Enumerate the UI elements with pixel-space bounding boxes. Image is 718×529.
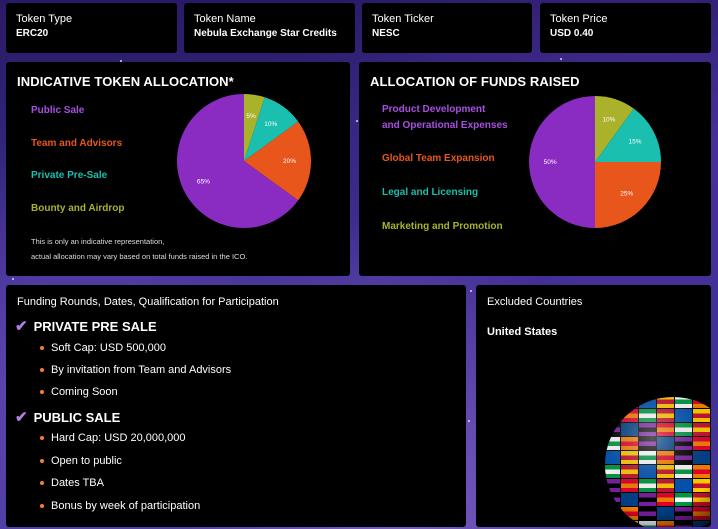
funds-allocation-panel: ALLOCATION OF FUNDS RAISED Product Devel…	[359, 62, 711, 276]
pie-slice-team-and-advisors	[244, 121, 311, 201]
bullet-dot-icon	[40, 390, 44, 394]
token-price-label: Token Price	[550, 13, 608, 25]
excluded-countries-panel: Excluded Countries United States	[476, 285, 711, 527]
token-allocation-pie: 5% 10% 20% 65%	[176, 94, 311, 228]
token-ticker-label: Token Ticker	[372, 13, 434, 25]
check-icon: ✔	[15, 409, 28, 426]
pie-data-label: 15%	[628, 139, 641, 146]
legend-team-advisors: Team and Advisors	[31, 138, 123, 149]
bullet-dot-icon	[40, 459, 44, 463]
list-item: Soft Cap: USD 500,000	[40, 342, 166, 354]
token-name-card: Token Name Nebula Exchange Star Credits	[184, 3, 355, 53]
pie-data-label: 10%	[264, 121, 277, 128]
excluded-country-value: United States	[487, 326, 558, 338]
legend-product-development: Product Development and Operational Expe…	[382, 102, 508, 134]
token-type-label: Token Type	[16, 13, 73, 25]
legend-legal-licensing: Legal and Licensing	[382, 187, 479, 198]
legend-product-development-line1: Product Development	[382, 104, 486, 115]
pie-slice-private-pre-sale	[244, 97, 299, 161]
token-price-value: USD 0.40	[550, 28, 594, 39]
pie-data-label: 25%	[620, 191, 633, 198]
bullet-dot-icon	[40, 346, 44, 350]
bullet-dot-icon	[40, 368, 44, 372]
check-icon: ✔	[15, 318, 28, 335]
pie-data-label: 50%	[544, 159, 557, 166]
list-item-text: Hard Cap: USD 20,000,000	[51, 432, 186, 444]
flag-globe-icon	[605, 397, 711, 527]
list-item-text: Coming Soon	[51, 386, 118, 398]
list-item-text: Dates TBA	[51, 477, 104, 489]
token-type-value: ERC20	[16, 28, 49, 39]
list-item: Open to public	[40, 455, 122, 467]
pie-slice-public-sale	[176, 94, 299, 228]
token-type-card: Token Type ERC20	[6, 3, 177, 53]
bullet-dot-icon	[40, 504, 44, 508]
pie-data-label: 5%	[246, 113, 256, 120]
pie-slice-marketing-and-promotion	[595, 96, 634, 162]
legend-public-sale: Public Sale	[31, 105, 85, 116]
pie-data-label: 10%	[602, 116, 615, 123]
pie-slice-global-team-expansion	[595, 162, 661, 228]
pie-slice-legal-and-licensing	[595, 108, 661, 162]
list-item: Bonus by week of participation	[40, 500, 200, 512]
public-sale-label: PUBLIC SALE	[33, 409, 121, 425]
legend-private-pre-sale: Private Pre-Sale	[31, 170, 108, 181]
token-price-card: Token Price USD 0.40	[540, 3, 711, 53]
legend-product-development-line2: and Operational Expenses	[382, 120, 508, 131]
token-allocation-title: INDICATIVE TOKEN ALLOCATION*	[17, 74, 234, 89]
legend-global-team-expansion: Global Team Expansion	[382, 153, 495, 164]
pie-slice-product-development-and-operational-expenses	[529, 96, 595, 228]
list-item: Hard Cap: USD 20,000,000	[40, 432, 186, 444]
token-allocation-panel: INDICATIVE TOKEN ALLOCATION* Public Sale…	[6, 62, 350, 276]
funds-allocation-title: ALLOCATION OF FUNDS RAISED	[370, 74, 580, 89]
allocation-note-line2: actual allocation may vary based on tota…	[31, 252, 248, 261]
legend-bounty-airdrop: Bounty and Airdrop	[31, 203, 125, 214]
token-name-label: Token Name	[194, 13, 256, 25]
list-item: By invitation from Team and Advisors	[40, 364, 231, 376]
list-item-text: Soft Cap: USD 500,000	[51, 342, 166, 354]
pie-slice-bounty-and-airdrop	[244, 94, 265, 161]
excluded-countries-title: Excluded Countries	[487, 296, 583, 308]
list-item-text: Open to public	[51, 455, 122, 467]
funding-rounds-panel: Funding Rounds, Dates, Qualification for…	[6, 285, 466, 527]
list-item: Coming Soon	[40, 386, 118, 398]
list-item-text: Bonus by week of participation	[51, 500, 201, 512]
token-name-value: Nebula Exchange Star Credits	[194, 28, 337, 39]
private-pre-sale-heading: ✔ PRIVATE PRE SALE	[15, 317, 157, 335]
funding-rounds-title: Funding Rounds, Dates, Qualification for…	[17, 296, 279, 308]
bullet-dot-icon	[40, 481, 44, 485]
token-ticker-card: Token Ticker NESC	[362, 3, 532, 53]
bullet-dot-icon	[40, 436, 44, 440]
token-ticker-value: NESC	[372, 28, 400, 39]
pie-data-label: 65%	[197, 179, 210, 186]
funds-allocation-pie: 10% 15% 25% 50%	[529, 96, 661, 228]
legend-marketing-promotion: Marketing and Promotion	[382, 221, 503, 232]
list-item-text: By invitation from Team and Advisors	[51, 364, 232, 376]
private-pre-sale-label: PRIVATE PRE SALE	[33, 318, 157, 334]
public-sale-heading: ✔ PUBLIC SALE	[15, 408, 120, 426]
pie-data-label: 20%	[283, 158, 296, 165]
allocation-note-line1: This is only an indicative representatio…	[31, 237, 165, 246]
list-item: Dates TBA	[40, 477, 104, 489]
